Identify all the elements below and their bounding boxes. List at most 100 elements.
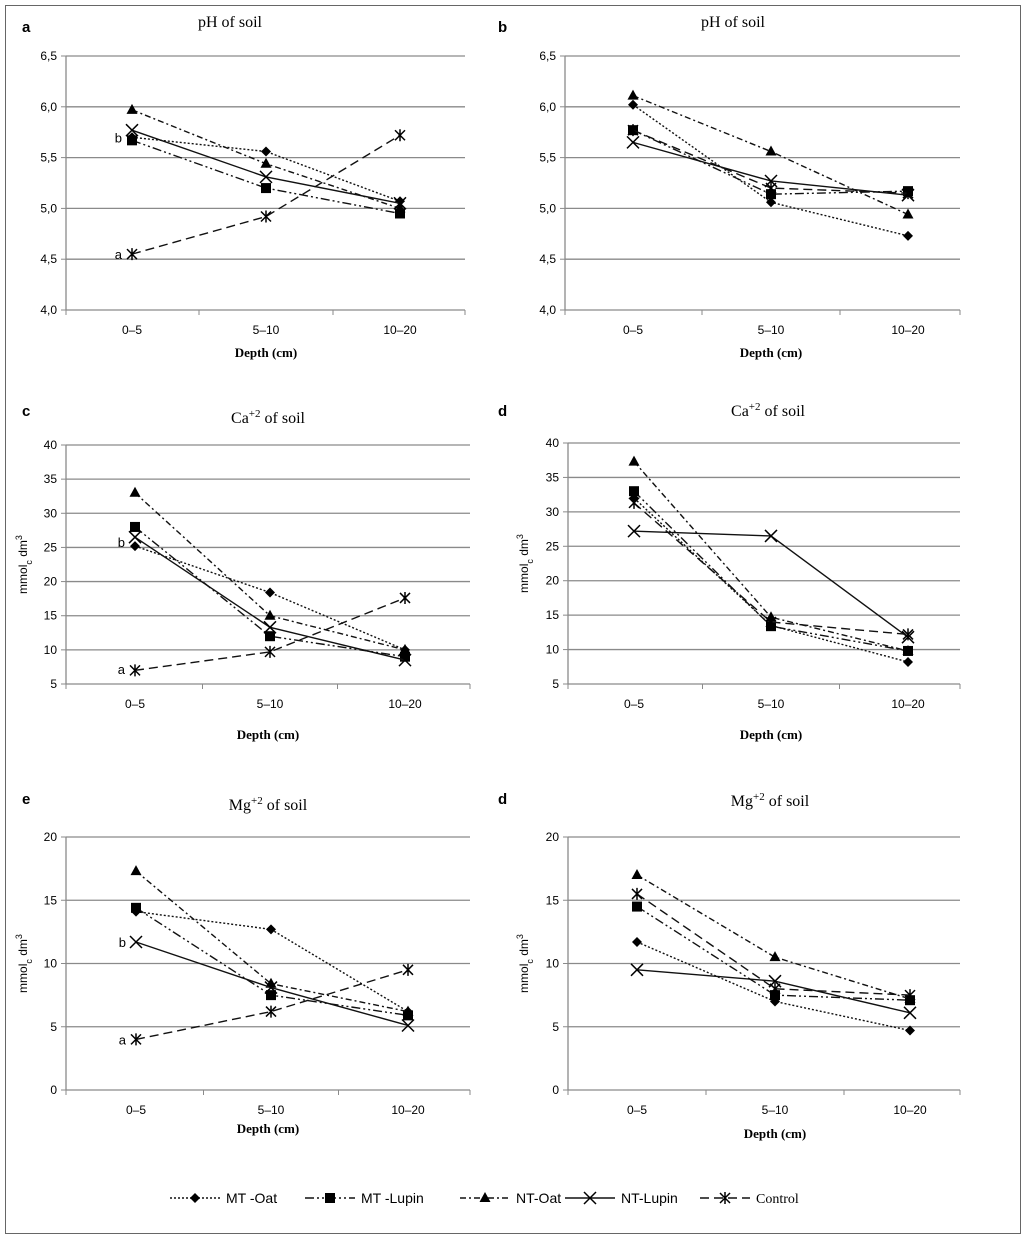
y-label-subscript: c	[525, 559, 535, 564]
x-axis-label: Depth (cm)	[235, 345, 297, 360]
title-text: pH of soil	[198, 14, 263, 31]
series-line	[135, 969, 409, 1041]
x-tick-label: 5–10	[257, 697, 284, 711]
title-text: Mg	[229, 797, 251, 814]
y-tick-label: 10	[44, 957, 58, 971]
data-point-square	[632, 901, 642, 912]
title-superscript: +2	[753, 791, 765, 803]
data-point-square	[261, 183, 271, 194]
y-tick-label: 5	[50, 1020, 57, 1034]
title-superscript: +2	[749, 401, 761, 413]
data-point-asterisk	[902, 628, 914, 641]
title-text: Ca	[731, 403, 749, 420]
y-tick-label: 6,0	[539, 100, 556, 114]
data-point-x	[398, 653, 412, 667]
y-tick-label: 6,5	[40, 49, 57, 63]
y-tick-label: 5,0	[40, 201, 57, 215]
data-point-diamond	[905, 1025, 915, 1036]
data-point-asterisk	[628, 496, 640, 509]
y-tick-label: 4,0	[40, 303, 57, 317]
y-axis-label: mmolc dm3	[14, 934, 34, 993]
data-point-x	[401, 1018, 415, 1033]
x-tick-label: 0–5	[623, 323, 643, 337]
x-tick-label: 0–5	[125, 697, 145, 711]
legend-item: MT -Oat	[170, 1190, 277, 1206]
y-tick-label: 15	[44, 609, 58, 623]
legend-item: MT -Lupin	[305, 1190, 424, 1206]
x-axis-label: Depth (cm)	[740, 345, 802, 360]
data-point-x	[393, 196, 407, 210]
y-tick-label: 25	[546, 539, 560, 553]
data-point-triangle	[260, 157, 272, 168]
series-control	[627, 124, 914, 200]
data-point-square	[770, 990, 780, 1001]
y-tick-label: 6,5	[539, 49, 556, 63]
y-tick-label: 20	[546, 830, 560, 844]
x-tick-label: 10–20	[893, 1103, 927, 1117]
data-point-asterisk	[627, 124, 639, 137]
data-point-diamond	[395, 196, 405, 207]
x-tick-label: 10–20	[891, 697, 925, 711]
series-line	[131, 134, 401, 255]
series-control	[631, 887, 916, 1002]
data-point-asterisk	[631, 887, 643, 900]
series-ntlupin	[128, 530, 412, 667]
y-tick-label: 10	[44, 643, 58, 657]
y-tick-label: 35	[546, 470, 560, 484]
chart-title: Mg+2 of soil	[731, 791, 810, 810]
panel-d-5: d Mg+2 of soil 0 5 10 15 20 0–5 5–10 10–20 Depth (…	[498, 791, 961, 1141]
data-point-asterisk	[260, 210, 272, 223]
panel-c-2: c Ca+2 of soil 5 10 15 20 25 30 35 40 0–5 5–10 10–20…	[14, 403, 471, 742]
y-axis-label: mmolc dm3	[515, 934, 535, 993]
data-point-x	[764, 529, 778, 543]
data-point-x	[125, 123, 139, 137]
series-ntoat	[126, 103, 406, 213]
panel-label: a	[22, 19, 31, 36]
legend-label: MT -Lupin	[361, 1190, 424, 1206]
title-rest: of soil	[765, 793, 810, 810]
y-tick-label: 15	[44, 893, 58, 907]
title-text: Ca	[231, 410, 249, 427]
x-tick-label: 5–10	[762, 1103, 789, 1117]
legend-item: NT-Oat	[460, 1190, 561, 1206]
y-tick-label: 5,5	[539, 151, 556, 165]
significance-annotation: a	[119, 1032, 127, 1047]
panel-label: d	[498, 791, 507, 808]
data-point-diamond	[266, 924, 276, 935]
x-axis-label: Depth (cm)	[237, 1121, 299, 1136]
y-tick-label: 15	[546, 893, 560, 907]
title-superscript: +2	[249, 408, 261, 420]
data-point-triangle	[126, 103, 138, 114]
data-point-x	[264, 981, 278, 995]
data-point-square	[266, 990, 276, 1001]
series-ntlupin	[129, 935, 415, 1033]
data-point-triangle	[264, 609, 276, 620]
y-label-superscript: 3	[14, 934, 24, 939]
data-point-diamond	[130, 541, 140, 552]
y-label-subscript: c	[24, 959, 34, 964]
y-label-text: mmol	[16, 565, 30, 594]
x-tick-label: 10–20	[388, 697, 422, 711]
y-tick-label: 4,0	[539, 303, 556, 317]
x-tick-label: 5–10	[758, 697, 785, 711]
data-point-triangle	[628, 455, 640, 466]
series-control	[126, 129, 406, 261]
y-tick-label: 35	[44, 472, 58, 486]
data-point-diamond	[903, 230, 913, 241]
title-text: pH of soil	[701, 14, 766, 31]
panel-a-0: a pH of soil 4,0 4,5 5,0 5,5 6,0 6,5 0–5 5–10 10–2…	[22, 14, 466, 360]
data-point-triangle	[627, 89, 639, 100]
data-point-asterisk	[265, 1005, 277, 1018]
series-line	[636, 893, 911, 996]
data-point-triangle	[769, 951, 781, 962]
y-tick-label: 20	[44, 830, 58, 844]
y-label-text: mmol	[517, 964, 531, 993]
significance-annotation: b	[119, 935, 126, 950]
y-tick-label: 5	[50, 677, 57, 691]
panel-e-4: e Mg+2 of soil 0 5 10 15 20 0–5 5–10 10–20 Depth (…	[14, 791, 471, 1136]
data-point-triangle	[902, 208, 914, 219]
legend-label: MT -Oat	[226, 1190, 277, 1206]
series-control	[130, 963, 414, 1046]
x-tick-label: 0–5	[624, 697, 644, 711]
